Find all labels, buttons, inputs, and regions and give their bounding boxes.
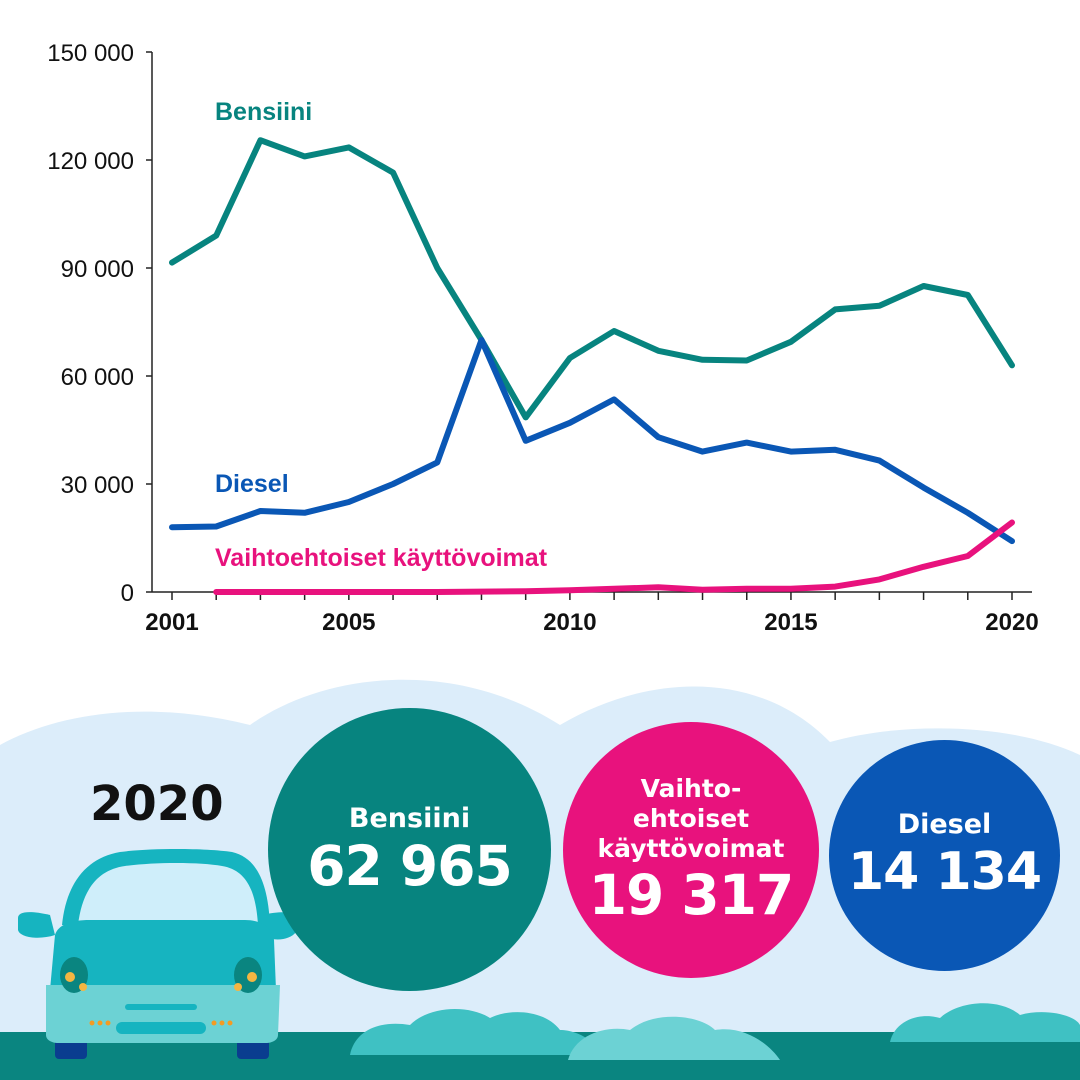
summary-label: ehtoiset xyxy=(632,804,750,833)
summary-label: Vaihto- xyxy=(640,774,742,803)
bush xyxy=(350,1008,600,1055)
car-light-bulb xyxy=(234,983,242,991)
summary-bubble-diesel: Diesel 14 134 xyxy=(829,740,1060,971)
summary-label: käyttövoimat xyxy=(597,834,785,863)
series-line-1 xyxy=(169,337,1015,545)
car-mirror-left xyxy=(18,912,55,938)
car-body xyxy=(50,920,276,990)
car-illustration xyxy=(18,849,298,1059)
series-label-bensiini: Bensiini xyxy=(215,98,312,126)
car-bumper xyxy=(46,985,280,1043)
summary-year: 2020 xyxy=(90,776,224,832)
x-tick-label: 2015 xyxy=(764,609,817,636)
y-tick-label: 30 000 xyxy=(61,472,134,499)
y-tick-label: 0 xyxy=(121,580,134,607)
y-axis-ticks: 0 30 000 60 000 90 000 120 000 150 000 xyxy=(47,40,152,607)
car-light-bulb xyxy=(79,983,87,991)
series-lines xyxy=(169,137,1015,595)
summary-label: Diesel xyxy=(897,808,992,840)
y-tick-label: 150 000 xyxy=(47,40,134,67)
bush xyxy=(568,1016,780,1060)
series-line-2 xyxy=(213,519,1015,595)
x-tick-label: 2005 xyxy=(322,609,375,636)
y-tick-label: 90 000 xyxy=(61,256,134,283)
bush xyxy=(890,1003,1080,1042)
y-tick-label: 60 000 xyxy=(61,364,134,391)
y-tick-label: 120 000 xyxy=(47,148,134,175)
car-license-plate xyxy=(116,1022,206,1034)
summary-bubble-bensiini: Bensiini 62 965 xyxy=(268,708,551,991)
series-label-vaihtoehtoiset: Vaihtoehtoiset käyttövoimat xyxy=(215,544,548,572)
car-light-bulb xyxy=(65,972,75,982)
car-light-bulb xyxy=(247,972,257,982)
summary-value: 62 965 xyxy=(307,833,512,898)
x-axis-ticks: 2001 2005 2010 2015 2020 xyxy=(145,592,1039,636)
car-indicators xyxy=(89,1020,233,1026)
summary-bubble-vaihtoehtoiset: Vaihto- ehtoiset käyttövoimat 19 317 xyxy=(563,722,819,978)
summary-value: 19 317 xyxy=(588,863,794,927)
car-grille xyxy=(125,1004,197,1010)
x-tick-label: 2020 xyxy=(985,609,1038,636)
x-tick-label: 2010 xyxy=(543,609,596,636)
summary-value: 14 134 xyxy=(847,841,1042,902)
series-labels: Bensiini Diesel Vaihtoehtoiset käyttövoi… xyxy=(215,98,548,572)
series-line-0 xyxy=(169,137,1015,421)
x-tick-label: 2001 xyxy=(145,609,198,636)
car-windshield xyxy=(78,863,258,925)
summary-label: Bensiini xyxy=(348,802,471,834)
series-label-diesel: Diesel xyxy=(215,470,289,498)
